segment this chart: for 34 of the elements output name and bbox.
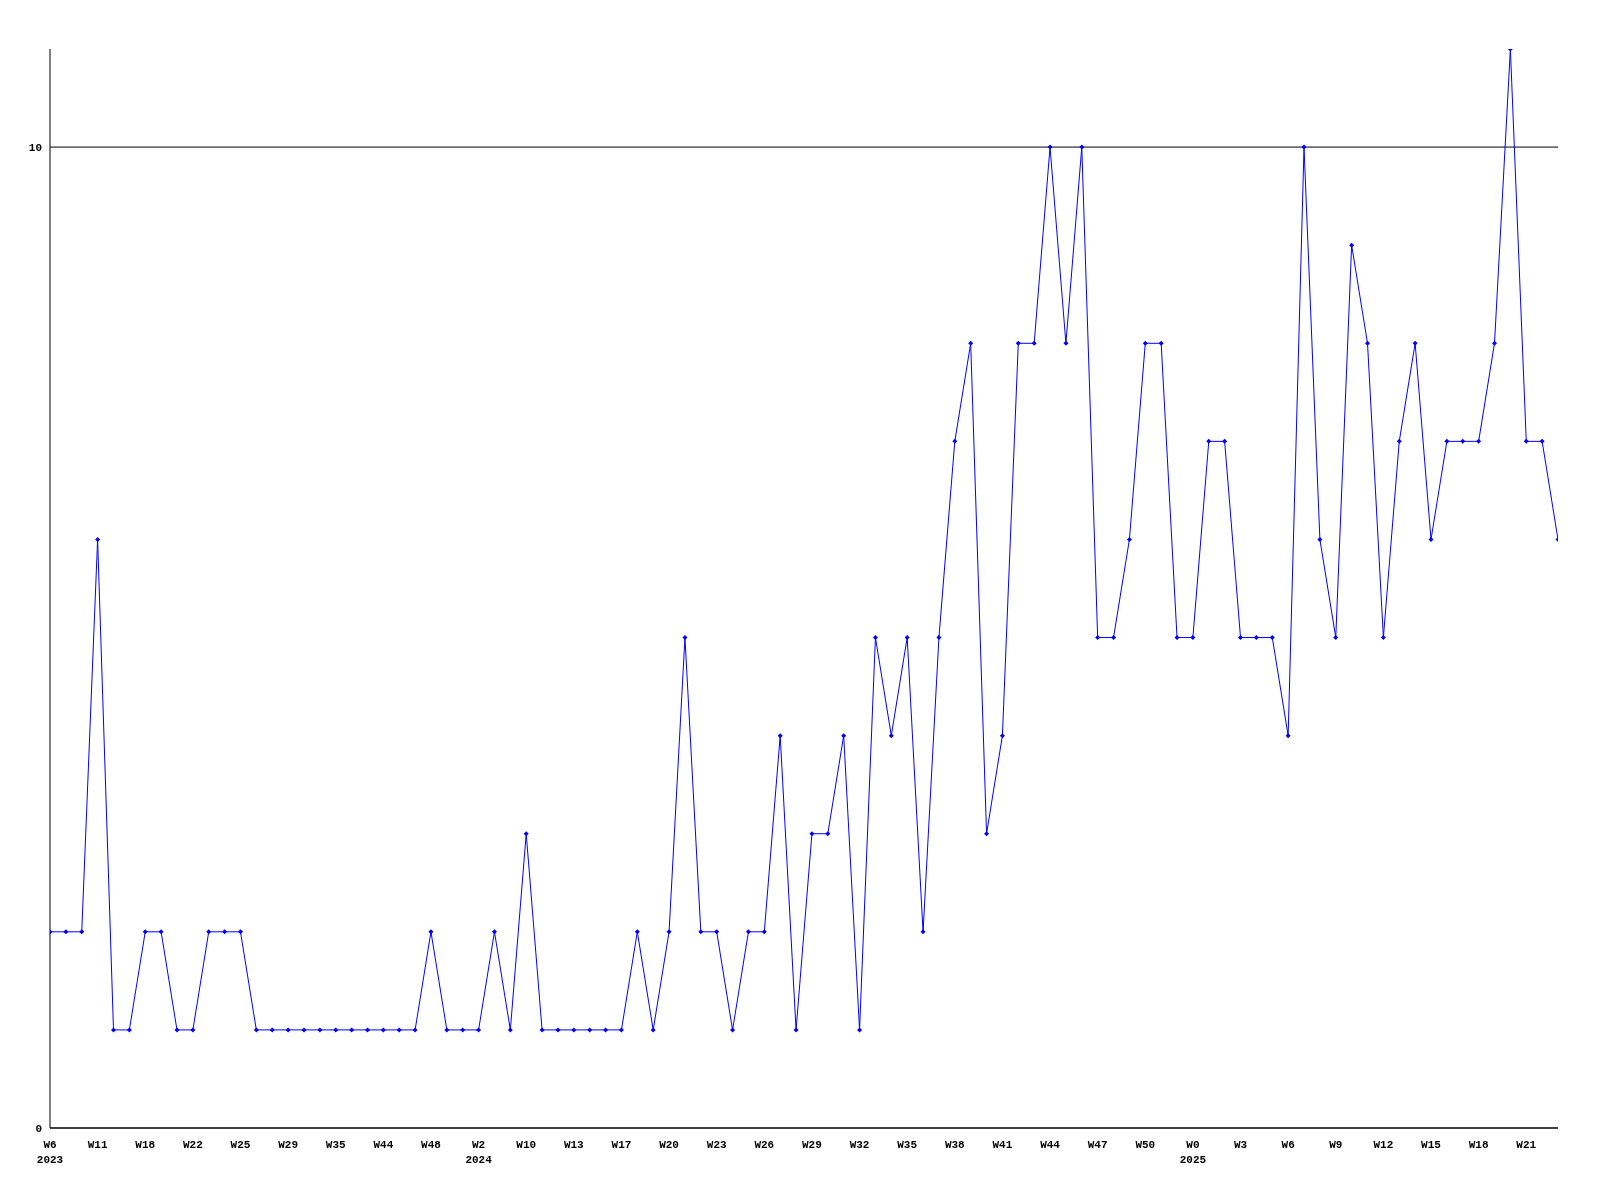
x-tick-label: W48 xyxy=(421,1139,442,1151)
x-tick-label: W21 xyxy=(1516,1139,1537,1151)
x-tick-label: W6 2023 xyxy=(36,1139,64,1166)
x-tick-label: W13 xyxy=(563,1139,585,1151)
x-tick-label: W18 xyxy=(135,1139,156,1151)
x-tick-label: W29 xyxy=(278,1139,299,1151)
x-tick-label: W35 xyxy=(325,1139,347,1151)
x-tick-label: W41 xyxy=(992,1139,1013,1151)
x-tick-label: W10 xyxy=(516,1139,537,1151)
x-tick-label: W35 xyxy=(897,1139,918,1151)
x-tick-label: W11 xyxy=(87,1139,108,1151)
x-tick-label: W25 xyxy=(230,1139,251,1151)
x-tick-label: W26 xyxy=(754,1139,775,1151)
x-tick-label: W0 2025 xyxy=(1179,1139,1207,1166)
x-tick-label: W3 xyxy=(1233,1139,1248,1151)
x-tick-label: W12 xyxy=(1373,1139,1394,1151)
x-tick-label: W17 xyxy=(611,1139,632,1151)
x-tick-label: W20 xyxy=(659,1139,679,1151)
x-tick-label: W2 2024 xyxy=(465,1139,493,1166)
x-tick-label: W15 xyxy=(1421,1139,1442,1151)
x-tick-label: W32 xyxy=(849,1139,870,1151)
x-tick-label: W44 xyxy=(1040,1139,1061,1151)
x-tick-label: W9 xyxy=(1329,1139,1343,1151)
x-tick-label: W38 xyxy=(944,1139,966,1151)
x-tick-label: W47 xyxy=(1087,1139,1108,1151)
x-tick-label: W50 xyxy=(1135,1139,1156,1151)
x-tick-label: W44 xyxy=(373,1139,394,1151)
x-tick-label: W29 xyxy=(802,1139,822,1151)
y-tick-label: 10 xyxy=(28,142,42,154)
x-tick-label: W23 xyxy=(706,1139,727,1151)
y-tick-label: 0 xyxy=(35,1122,42,1135)
x-tick-label: W22 xyxy=(182,1139,203,1151)
x-tick-label: W6 xyxy=(1281,1139,1295,1151)
x-tick-label: W18 xyxy=(1468,1139,1489,1151)
